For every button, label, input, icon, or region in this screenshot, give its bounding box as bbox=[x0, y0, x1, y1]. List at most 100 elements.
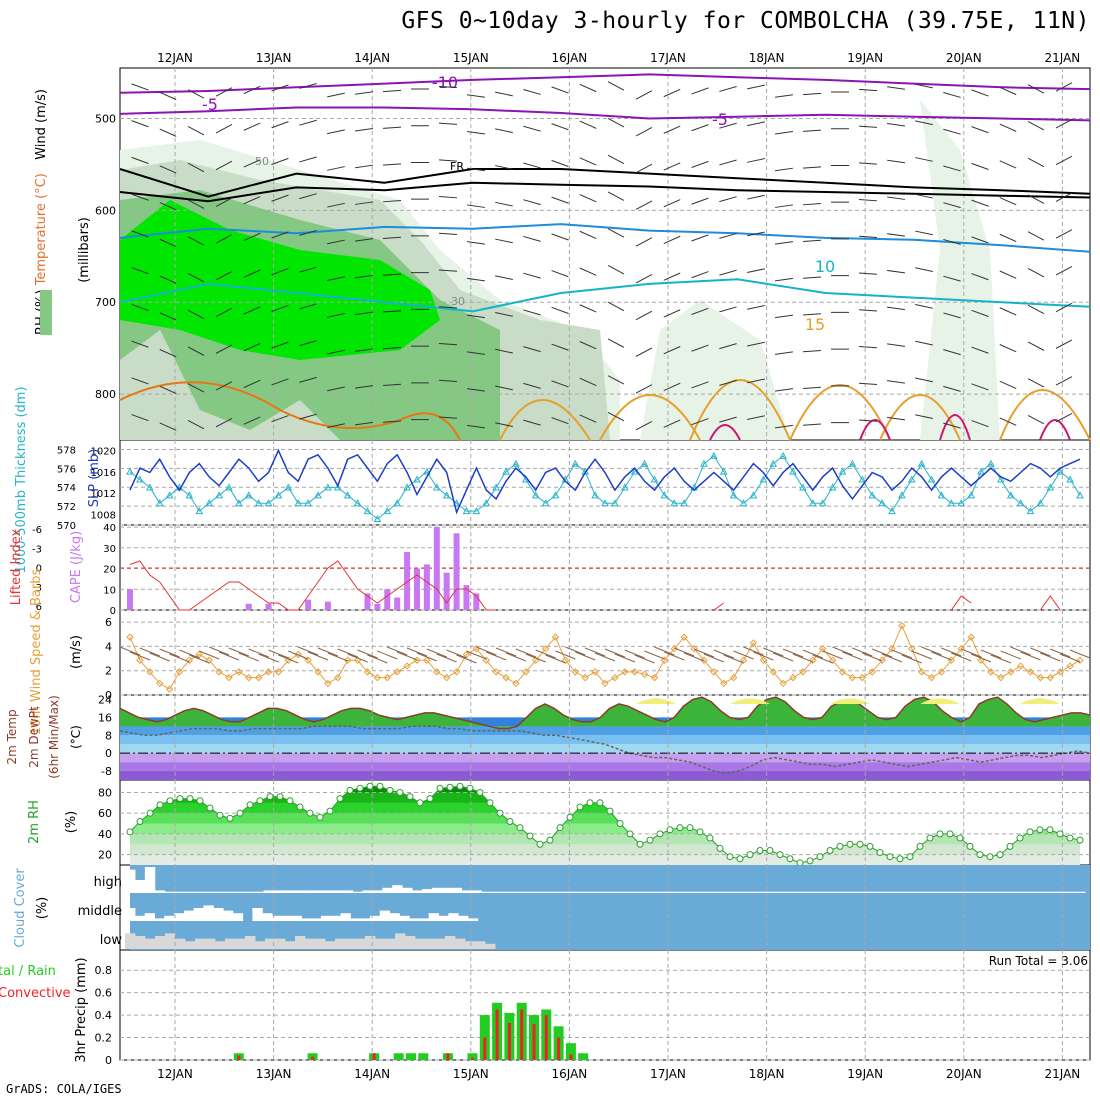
wind-barb bbox=[635, 347, 653, 357]
data-point bbox=[393, 668, 401, 676]
y-tick-label: 0.6 bbox=[95, 987, 113, 1000]
cloud-bar bbox=[485, 943, 496, 949]
data-point bbox=[1007, 668, 1015, 676]
y-axis-label-cloud: Cloud Cover bbox=[13, 868, 28, 948]
cloud-bar bbox=[360, 918, 371, 921]
wind-barb bbox=[971, 346, 989, 354]
wind-barb bbox=[719, 379, 737, 386]
wind-barb bbox=[545, 654, 566, 664]
rh-band bbox=[130, 802, 1080, 815]
data-point bbox=[254, 673, 263, 682]
wind-barb bbox=[607, 228, 625, 238]
cloud-bar bbox=[291, 915, 302, 921]
x-tick-label-top: 14JAN bbox=[354, 51, 390, 65]
wind-barb bbox=[719, 343, 737, 350]
wind-barb bbox=[753, 651, 774, 661]
temp-max-highlight bbox=[830, 698, 870, 704]
precip-conv-bar bbox=[237, 1055, 241, 1060]
wind-barb bbox=[607, 411, 625, 422]
data-point bbox=[326, 807, 334, 815]
data-point bbox=[640, 670, 649, 678]
wind-barb bbox=[278, 654, 299, 664]
temp-band bbox=[120, 735, 1090, 745]
data-point bbox=[996, 851, 1004, 859]
wind-barb bbox=[243, 232, 261, 242]
wind-barb bbox=[187, 199, 205, 209]
wind-barb bbox=[802, 92, 822, 96]
data-point bbox=[512, 679, 520, 688]
y-axis-label-thickness: 1000-500mb Thickness (dm) bbox=[14, 386, 29, 573]
cloud-middle bbox=[125, 905, 479, 921]
wind-barb bbox=[990, 654, 1012, 664]
data-point bbox=[566, 813, 574, 821]
wind-barb bbox=[943, 165, 961, 172]
wind-barb bbox=[1055, 265, 1073, 276]
wind-barb bbox=[436, 653, 457, 663]
data-point bbox=[393, 499, 402, 507]
data-point bbox=[244, 491, 253, 499]
y-axis-label-cloud-unit: (%) bbox=[35, 897, 50, 920]
data-point bbox=[551, 491, 560, 499]
temp-max-highlight bbox=[1020, 698, 1060, 704]
data-point bbox=[506, 817, 514, 825]
data-point bbox=[769, 459, 778, 467]
x-tick-label-top: 16JAN bbox=[552, 51, 588, 65]
wind-barb bbox=[999, 160, 1017, 169]
wind-barb bbox=[763, 647, 784, 657]
cape-bar bbox=[433, 527, 440, 610]
wind-barb bbox=[1027, 378, 1045, 388]
y-tick-label: 0 bbox=[110, 606, 116, 617]
wind-barb bbox=[131, 414, 149, 422]
wind-barb bbox=[971, 273, 989, 281]
cape-bar bbox=[384, 589, 391, 610]
cape-bars bbox=[127, 527, 480, 610]
data-point bbox=[601, 499, 609, 507]
data-point bbox=[996, 475, 1005, 483]
y-axis-label-cape: CAPE (J/kg) bbox=[69, 531, 84, 603]
wind-barb bbox=[406, 647, 428, 657]
wind-barb bbox=[802, 276, 822, 279]
wind-barb bbox=[438, 159, 458, 162]
cloud-bar bbox=[195, 938, 206, 949]
cloud-bar bbox=[906, 891, 918, 893]
y-tick-label: 6 bbox=[105, 616, 112, 629]
wind-barb bbox=[663, 235, 681, 245]
cloud-bar bbox=[738, 891, 749, 893]
cloud-bar bbox=[365, 936, 376, 949]
cloud-bar bbox=[778, 891, 789, 893]
y-tick-label: high bbox=[94, 875, 122, 890]
wind-barb bbox=[129, 651, 151, 661]
wind-barb bbox=[1027, 414, 1045, 425]
cloud-bar bbox=[342, 890, 354, 893]
data-point bbox=[947, 499, 956, 507]
cloud-bar bbox=[877, 891, 888, 893]
y-tick-label-left: 0 bbox=[36, 564, 42, 575]
upper-wind-barbs bbox=[131, 81, 1073, 431]
cloud-bar bbox=[272, 915, 283, 921]
data-point bbox=[1046, 483, 1055, 491]
wind-barb bbox=[999, 380, 1017, 390]
cloud-bar bbox=[392, 885, 403, 893]
series-thickness bbox=[129, 455, 1081, 520]
data-point bbox=[621, 668, 629, 676]
wind-barb bbox=[663, 346, 681, 355]
wind-barb bbox=[792, 653, 814, 663]
wind-barb bbox=[187, 383, 205, 393]
data-point bbox=[276, 793, 284, 801]
chart-title: GFS 0~10day 3-hourly for COMBOLCHA (39.7… bbox=[401, 8, 1090, 34]
cloud-bar bbox=[243, 891, 255, 893]
cloud-bar bbox=[441, 887, 453, 893]
x-tick-label-bottom: 13JAN bbox=[256, 1067, 292, 1081]
wind-barb bbox=[775, 314, 793, 319]
cloud-bar bbox=[936, 891, 947, 893]
wind-barb bbox=[579, 414, 597, 423]
wind-barb bbox=[299, 193, 317, 200]
wind-barb bbox=[691, 344, 709, 352]
wind-barb bbox=[901, 654, 922, 664]
wind-barb bbox=[456, 654, 477, 664]
data-point bbox=[383, 507, 392, 515]
cloud-bar bbox=[389, 913, 400, 921]
wind-barb bbox=[198, 650, 220, 660]
contour-label: -5 bbox=[202, 95, 218, 114]
wind-barb bbox=[327, 202, 345, 208]
